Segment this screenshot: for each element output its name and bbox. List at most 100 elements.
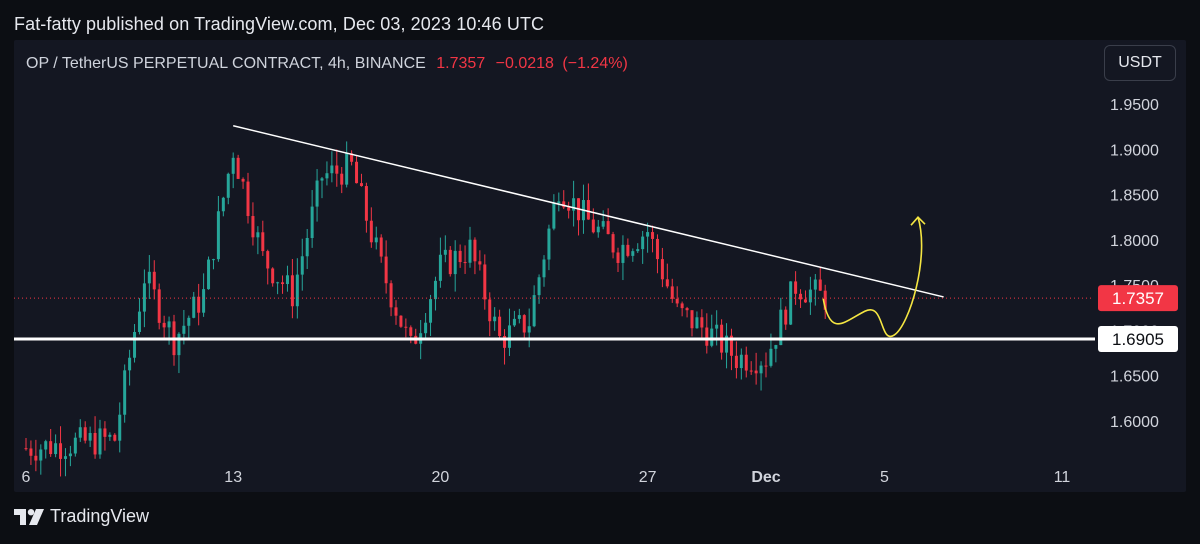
candle-body	[216, 211, 220, 260]
candle-body	[764, 365, 768, 367]
candle-body	[266, 251, 270, 269]
candle-body	[646, 232, 650, 237]
candle-body	[473, 239, 477, 262]
candle-body	[621, 244, 625, 263]
candle-body	[236, 157, 240, 179]
candle-body	[152, 271, 156, 290]
candle-body	[128, 357, 132, 371]
candle-body	[586, 200, 590, 220]
candle-body	[78, 427, 82, 438]
x-tick-label: Dec	[751, 469, 780, 486]
candle-body	[330, 165, 334, 174]
candle-body	[705, 327, 709, 346]
y-tick-label: 1.9000	[1110, 142, 1159, 159]
candle-body	[438, 254, 442, 281]
candle-body	[177, 333, 181, 356]
candle-body	[394, 307, 398, 316]
candle-body	[660, 259, 664, 280]
candle-body	[162, 322, 166, 328]
candle-body	[507, 325, 511, 348]
candle-body	[340, 173, 344, 185]
candle-body	[503, 335, 507, 348]
candle-body	[355, 161, 359, 184]
candle-body	[572, 198, 576, 211]
candle-body	[315, 180, 319, 207]
candle-body	[142, 283, 146, 312]
candle-body	[123, 370, 127, 415]
tradingview-logo-icon	[14, 508, 44, 525]
x-tick-label: 13	[224, 469, 242, 486]
candle-body	[147, 271, 151, 284]
candle-body	[813, 279, 817, 290]
candle-body	[374, 237, 378, 243]
currency-button[interactable]: USDT	[1104, 45, 1176, 81]
candle-body	[113, 434, 117, 441]
candle-body	[63, 456, 67, 459]
trendline	[233, 125, 944, 298]
candle-body	[670, 286, 674, 299]
candle-body	[325, 173, 329, 179]
candle-body	[295, 274, 299, 307]
candle-body	[542, 259, 546, 278]
candle-body	[197, 296, 201, 313]
y-tick-label: 1.6500	[1110, 369, 1159, 386]
candle-body	[631, 251, 635, 256]
candle-body	[433, 280, 437, 300]
candle-body	[803, 299, 807, 303]
candle-body	[710, 328, 714, 346]
candle-body	[256, 232, 260, 238]
candle-body	[271, 268, 275, 284]
candle-body	[626, 244, 630, 256]
candle-body	[483, 264, 487, 300]
candle-body	[443, 249, 447, 255]
candle-body	[567, 207, 571, 211]
candle-body	[527, 326, 531, 333]
candle-body	[744, 354, 748, 371]
candle-body	[453, 250, 457, 275]
candle-body	[616, 252, 620, 263]
candle-body	[493, 316, 497, 322]
candle-body	[34, 455, 38, 461]
candle-body	[458, 250, 462, 263]
candle-body	[49, 441, 53, 455]
candle-body	[137, 311, 141, 332]
candle-body	[44, 441, 48, 450]
candle-body	[808, 289, 812, 303]
candle-body	[655, 238, 659, 260]
candle-body	[488, 299, 492, 322]
candle-body	[636, 249, 640, 252]
projection-arrow-icon	[910, 216, 926, 226]
last-price-tag	[1098, 285, 1178, 312]
candle-body	[601, 221, 605, 227]
candle-body	[606, 221, 610, 235]
candle-body	[167, 321, 171, 328]
candle-body	[739, 354, 743, 369]
candle-body	[246, 181, 250, 217]
candle-body	[725, 335, 729, 353]
candle-body	[409, 327, 413, 336]
candle-body	[88, 432, 92, 441]
candle-body	[182, 325, 186, 334]
candle-body	[675, 298, 679, 304]
candle-body	[769, 348, 773, 366]
brand-logo: TradingView	[14, 506, 149, 527]
candle-body	[24, 448, 28, 450]
candle-body	[133, 331, 137, 358]
y-tick-label: 1.8000	[1110, 233, 1159, 250]
candle-body	[591, 219, 595, 233]
candle-body	[276, 282, 280, 284]
candle-body	[310, 206, 314, 239]
candle-body	[641, 236, 645, 250]
candle-body	[404, 326, 408, 328]
candle-body	[463, 262, 467, 264]
candle-body	[547, 228, 551, 260]
candle-body	[794, 281, 798, 294]
candle-body	[285, 275, 289, 285]
candle-body	[774, 345, 778, 349]
candle-body	[335, 165, 339, 174]
last-price: 1.7357	[436, 55, 486, 72]
candle-body	[300, 256, 304, 275]
candle-body	[251, 216, 255, 238]
price-change-pct: (−1.24%)	[562, 55, 628, 72]
